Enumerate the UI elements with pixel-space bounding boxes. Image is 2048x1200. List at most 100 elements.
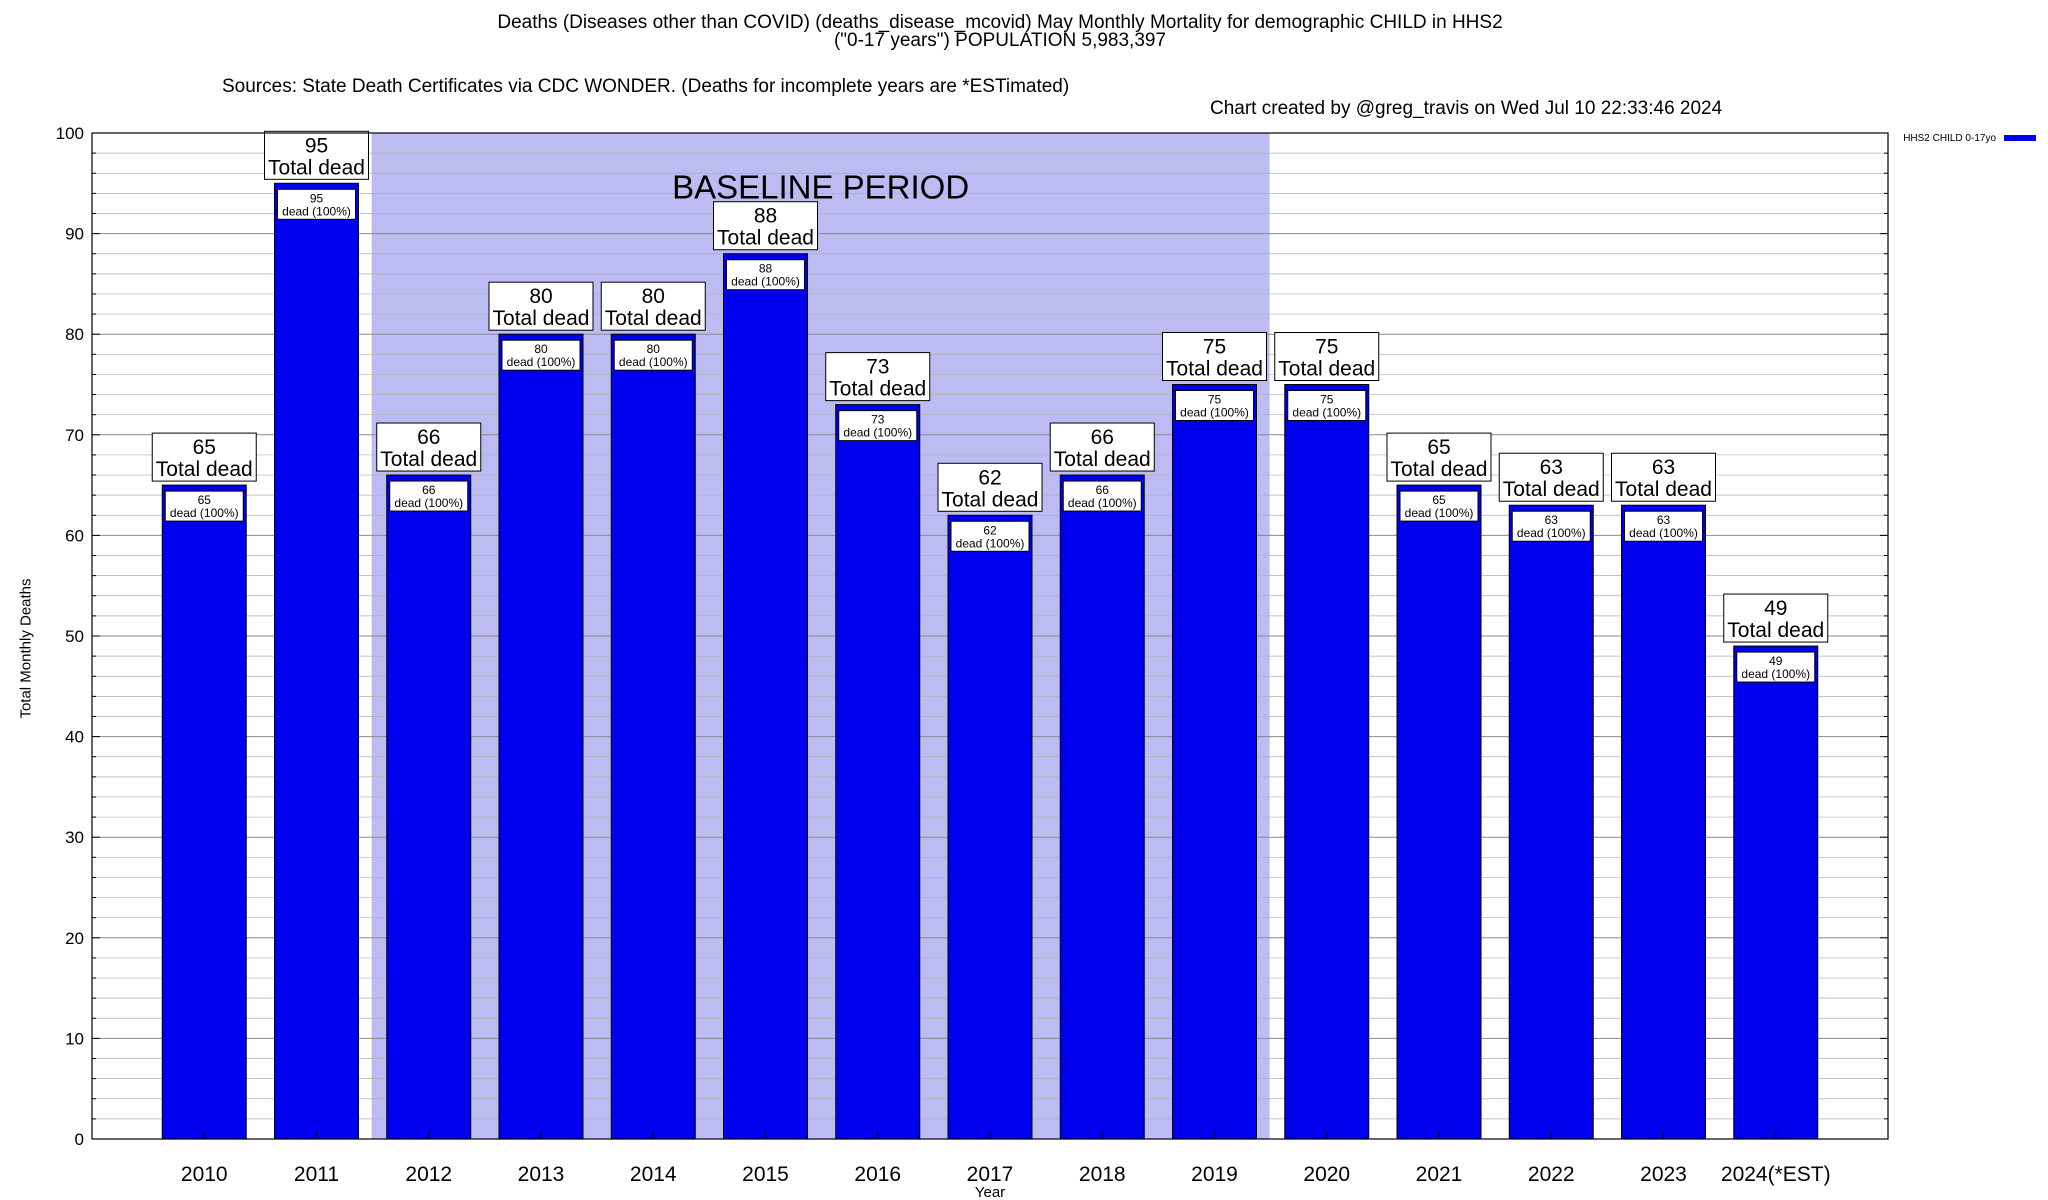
inner-label-value: 75 — [1208, 393, 1222, 407]
y-tick-label: 60 — [65, 526, 84, 545]
x-tick-label: 2015 — [742, 1163, 789, 1186]
outer-label-value: 75 — [1203, 336, 1226, 359]
inner-label-text: dead (100%) — [1741, 667, 1810, 681]
outer-label-value: 65 — [1427, 436, 1450, 459]
x-tick-label: 2019 — [1191, 1163, 1238, 1186]
outer-label-value: 49 — [1764, 597, 1787, 620]
inner-label-box — [613, 339, 693, 371]
inner-label-box — [1511, 510, 1591, 542]
outer-label-value: 73 — [866, 356, 889, 379]
y-tick-label: 50 — [65, 627, 84, 646]
inner-label-box — [1062, 480, 1142, 512]
inner-label-box — [838, 410, 918, 442]
y-tick-label: 10 — [65, 1029, 84, 1048]
inner-label-value: 62 — [983, 523, 997, 537]
inner-label-text: dead (100%) — [1068, 496, 1137, 510]
y-tick-label: 40 — [65, 728, 84, 747]
outer-label-text: Total dead — [1391, 458, 1488, 481]
bar-2014 — [610, 333, 696, 1140]
outer-label-text: Total dead — [1166, 358, 1263, 381]
outer-label-value: 75 — [1315, 336, 1338, 359]
outer-label-text: Total dead — [493, 307, 590, 330]
outer-label-text: Total dead — [268, 156, 365, 179]
inner-label-box — [950, 520, 1030, 552]
inner-label-value: 80 — [534, 342, 548, 356]
x-tick-label: 2024(*EST) — [1721, 1163, 1831, 1186]
sources-text: Sources: State Death Certificates via CD… — [222, 76, 1070, 97]
inner-label-box — [1736, 651, 1816, 683]
inner-label-box — [164, 490, 244, 522]
y-tick-label: 90 — [65, 225, 84, 244]
outer-label-box — [1049, 422, 1155, 472]
outer-label-value: 65 — [193, 436, 216, 459]
inner-label-value: 65 — [1432, 493, 1446, 507]
outer-label-value: 95 — [305, 134, 328, 157]
bar-2010 — [161, 484, 247, 1140]
outer-label-text: Total dead — [1503, 478, 1600, 501]
inner-label-box — [1287, 390, 1367, 421]
x-tick-label: 2020 — [1303, 1163, 1350, 1186]
outer-label-box — [151, 432, 257, 482]
x-tick-label: 2021 — [1416, 1163, 1463, 1186]
outer-label-box — [1386, 432, 1492, 482]
outer-label-text: Total dead — [380, 448, 477, 471]
outer-label-text: Total dead — [605, 307, 702, 330]
inner-label-value: 95 — [310, 191, 324, 205]
inner-label-text: dead (100%) — [394, 496, 463, 510]
outer-label-value: 66 — [417, 426, 440, 449]
x-tick-label: 2022 — [1528, 1163, 1575, 1186]
outer-label-box — [376, 422, 482, 472]
inner-label-value: 63 — [1545, 513, 1559, 527]
title-line-2: ("0-17 years") POPULATION 5,983,397 — [833, 30, 1167, 51]
inner-label-text: dead (100%) — [282, 204, 351, 218]
bar-2015 — [723, 253, 808, 1140]
x-axis-label: Year — [975, 1184, 1005, 1200]
inner-label-value: 66 — [422, 483, 436, 497]
inner-label-box — [389, 480, 469, 512]
sources-row: Sources: State Death Certificates via CD… — [0, 54, 2048, 120]
bar-2024(*EST) — [1733, 645, 1819, 1140]
created-by-text: Chart created by @greg_travis on Wed Jul… — [1210, 98, 1723, 119]
bar-2019 — [1172, 384, 1257, 1140]
outer-label-text: Total dead — [829, 378, 926, 401]
inner-label-text: dead (100%) — [619, 355, 688, 369]
bar-2021 — [1396, 484, 1482, 1140]
x-tick-label: 2023 — [1640, 1163, 1687, 1186]
outer-label-value: 88 — [754, 205, 777, 228]
outer-label-text: Total dead — [717, 227, 814, 250]
outer-label-value: 62 — [978, 466, 1001, 489]
outer-label-text: Total dead — [1615, 478, 1712, 501]
inner-label-box — [726, 259, 805, 291]
x-tick-label: 2014 — [630, 1163, 677, 1186]
outer-label-value: 80 — [642, 285, 665, 308]
x-tick-label: 2016 — [854, 1163, 901, 1186]
inner-label-value: 63 — [1657, 513, 1671, 527]
outer-label-value: 80 — [529, 285, 552, 308]
chart-title: Deaths (Diseases other than COVID) (deat… — [0, 13, 2000, 51]
outer-label-box — [937, 462, 1043, 512]
outer-label-value: 63 — [1540, 456, 1563, 479]
outer-label-box — [600, 281, 706, 331]
y-tick-label: 20 — [65, 929, 84, 948]
inner-label-box — [277, 188, 356, 220]
legend-swatch — [2004, 135, 2036, 141]
x-tick-label: 2012 — [405, 1163, 452, 1186]
outer-label-value: 63 — [1652, 456, 1675, 479]
inner-label-value: 49 — [1769, 654, 1783, 668]
inner-label-value: 88 — [759, 262, 773, 276]
bar-2013 — [498, 333, 584, 1140]
inner-label-text: dead (100%) — [843, 426, 912, 440]
inner-label-text: dead (100%) — [1405, 506, 1474, 520]
inner-label-box — [1624, 510, 1703, 542]
bar-2011 — [274, 182, 359, 1140]
inner-label-value: 65 — [198, 493, 212, 507]
y-tick-label: 80 — [65, 325, 84, 344]
bar-2016 — [835, 404, 921, 1140]
y-tick-label: 0 — [75, 1130, 84, 1149]
inner-label-box — [1175, 390, 1254, 421]
outer-label-box — [1611, 452, 1716, 502]
outer-label-text: Total dead — [942, 488, 1039, 511]
inner-label-text: dead (100%) — [170, 506, 239, 520]
x-tick-label: 2010 — [181, 1163, 228, 1186]
